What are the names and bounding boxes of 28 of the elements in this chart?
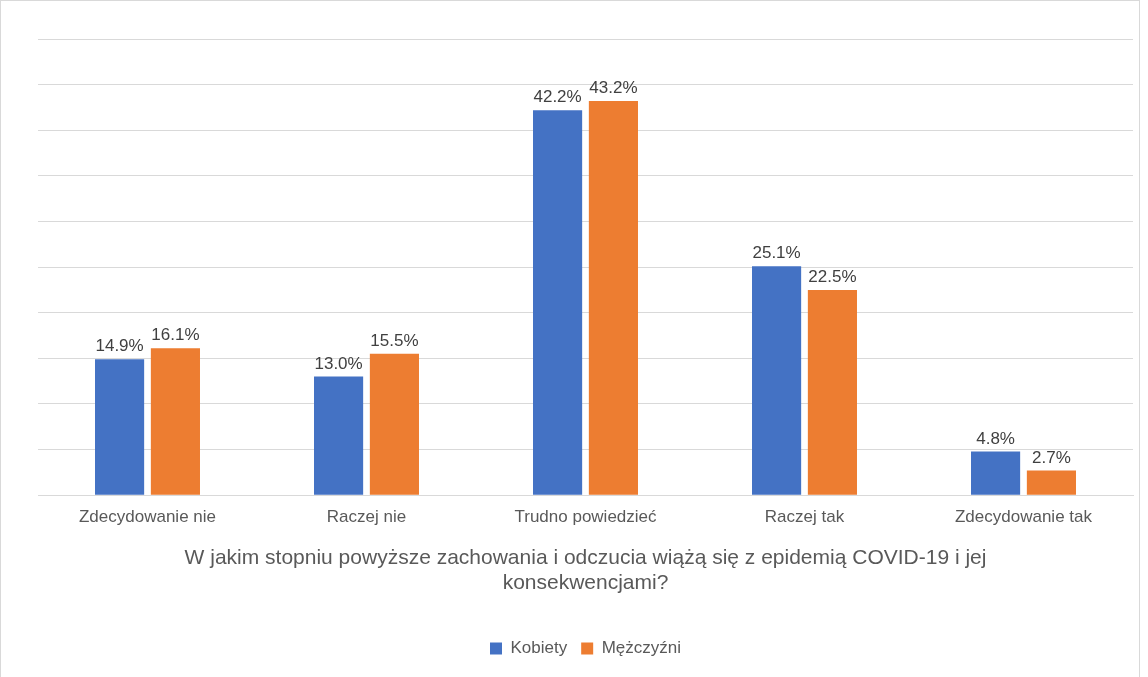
x-tick-label: Zdecydowanie nie [78,507,217,527]
data-label: 16.1% [151,325,200,345]
x-axis-title: W jakim stopniu powyższe zachowania i odczucia wiążą się z epidemią COVID-19 i jej konsekwencjami? [184,545,987,594]
legend-label: Kobiety [510,638,568,658]
bar [314,376,364,495]
bar [95,359,145,495]
bar [369,353,419,495]
data-label: 15.5% [370,330,419,350]
data-label: 25.1% [752,243,801,263]
x-tick-label: Trudno powiedzieć [514,507,658,527]
x-tick-label: Raczej tak [764,507,845,527]
data-label: 14.9% [95,336,144,356]
legend-label: Mężczyźni [601,638,682,658]
x-tick-label: Raczej nie [326,507,407,527]
data-label: 22.5% [808,267,857,287]
bar [807,289,857,495]
bar [533,110,583,495]
data-label: 43.2% [589,78,638,98]
bar [588,101,638,495]
bar [150,348,200,495]
bar [971,451,1021,495]
bar [1026,470,1076,495]
data-label: 13.0% [314,353,363,373]
bar [752,266,802,495]
data-label: 42.2% [533,87,582,107]
x-tick-label: Zdecydowanie tak [954,507,1093,527]
data-label: 2.7% [1032,447,1071,467]
data-label: 4.8% [976,428,1015,448]
